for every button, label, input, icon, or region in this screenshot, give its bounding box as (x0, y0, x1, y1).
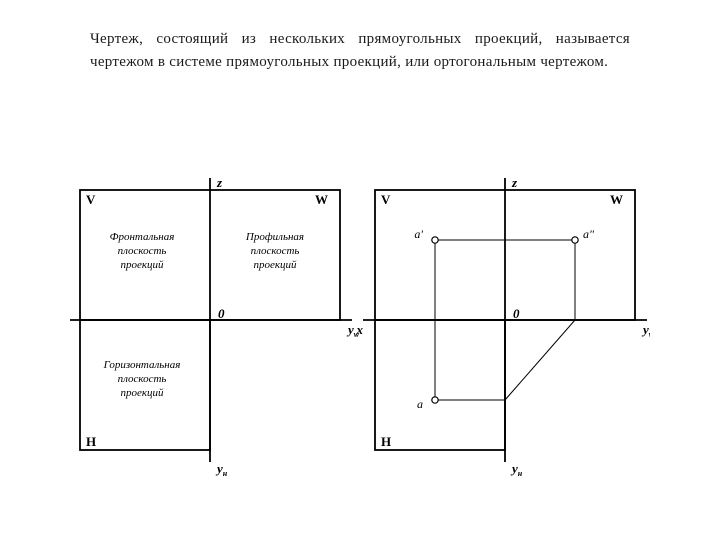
diagram-svg: z x 0 yw yн V W H Фронтальная плоскость … (70, 170, 650, 480)
left-W-text2: плоскость (251, 245, 300, 257)
panel-right: z x 0 yw yн V W H a' a" a (356, 175, 651, 478)
right-W-label: W (610, 192, 623, 207)
left-lower-rect (80, 320, 210, 450)
right-H-label: H (381, 434, 391, 449)
left-yh-label: yн (215, 461, 228, 478)
panel-left: z x 0 yw yн V W H Фронтальная плоскость … (70, 175, 360, 478)
left-W-label: W (315, 192, 328, 207)
left-W-text3: проекций (253, 259, 297, 271)
left-H-text3: проекций (120, 387, 164, 399)
right-x-label: x (356, 322, 364, 337)
line-diagonal-transfer (505, 320, 575, 400)
caption-text: Чертеж, состоящий из нескольких прямоуго… (90, 28, 630, 75)
label-a: a (417, 397, 423, 411)
left-V-text2: плоскость (118, 245, 167, 257)
point-a (432, 397, 438, 403)
left-W-text1: Профильная (245, 231, 304, 243)
left-H-text2: плоскость (118, 373, 167, 385)
point-a-prime (432, 237, 438, 243)
left-H-text1: Горизонтальная (103, 359, 181, 371)
left-V-text3: проекций (120, 259, 164, 271)
right-lower-rect (375, 320, 505, 450)
point-a-dprime (572, 237, 578, 243)
left-origin-label: 0 (218, 306, 225, 321)
right-origin-label: 0 (513, 306, 520, 321)
left-V-label: V (86, 192, 96, 207)
left-z-label: z (216, 175, 223, 190)
right-z-label: z (511, 175, 518, 190)
left-V-text1: Фронтальная (110, 231, 175, 243)
label-a-dprime: a" (583, 227, 595, 241)
right-yh-label: yн (510, 461, 523, 478)
right-V-label: V (381, 192, 391, 207)
diagram-container: z x 0 yw yн V W H Фронтальная плоскость … (70, 170, 650, 480)
label-a-prime: a' (414, 227, 423, 241)
left-H-label: H (86, 434, 96, 449)
right-yw-label: yw (641, 322, 650, 339)
